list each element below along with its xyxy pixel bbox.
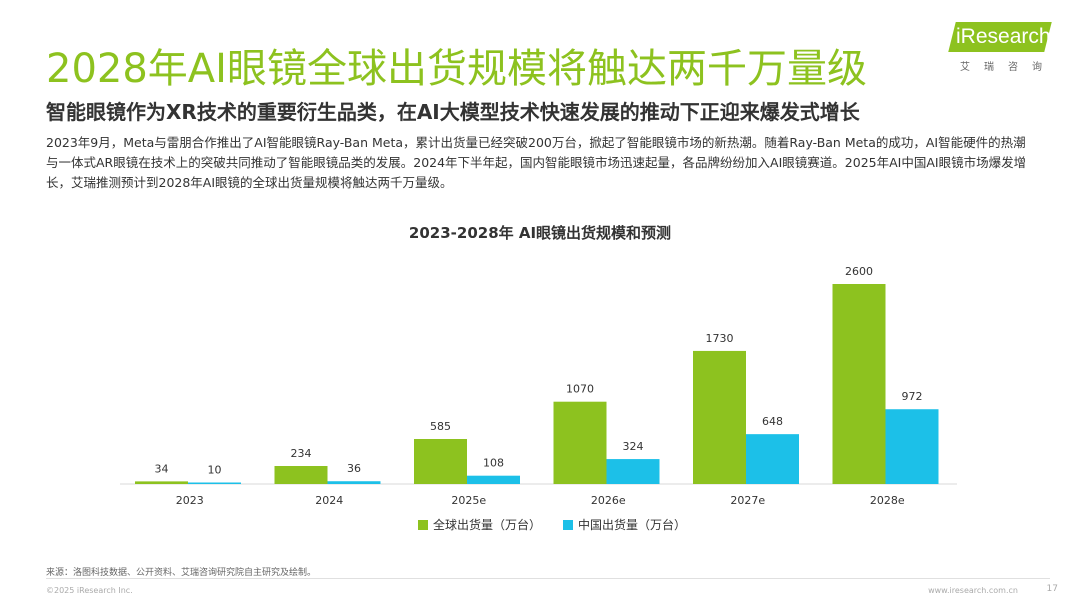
page-title: 2028年AI眼镜全球出货规模将触达两千万量级	[46, 46, 867, 92]
body-paragraph: 2023年9月，Meta与雷朋合作推出了AI智能眼镜Ray-Ban Meta，累…	[46, 135, 1027, 190]
chart-legend: 全球出货量（万台） 中国出货量（万台）	[418, 516, 686, 533]
legend-swatch-china	[563, 519, 574, 530]
x-tick-label-2026e: 2026e	[591, 494, 626, 507]
data-label-china-2026e: 324	[623, 440, 644, 453]
chart-title: 2023-2028年 AI眼镜出货规模和预测	[408, 224, 672, 242]
data-label-global-2027e: 1730	[706, 332, 734, 345]
page-subtitle: 智能眼镜作为XR技术的重要衍生品类，在AI大模型技术快速发展的推动下正迎来爆发式…	[46, 100, 860, 124]
data-label-global-2024: 234	[291, 447, 312, 460]
x-tick-label-2028e: 2028e	[870, 494, 905, 507]
legend-label-china: 中国出货量（万台）	[578, 518, 687, 532]
bar-global-2026e	[553, 401, 607, 484]
data-label-china-2024: 36	[347, 462, 361, 475]
data-label-china-2023: 10	[208, 464, 222, 477]
x-tick-label-2025e: 2025e	[451, 494, 486, 507]
bar-global-2028e	[832, 284, 886, 484]
x-tick-label-2023: 2023	[176, 494, 204, 507]
source-note: 来源：洛图科技数据、公开资料、艾瑞咨询研究院自主研究及绘制。	[46, 568, 317, 578]
data-label-global-2026e: 1070	[566, 383, 594, 396]
page-number: 17	[1046, 584, 1058, 594]
bar-china-2026e	[606, 459, 660, 484]
data-label-global-2023: 34	[155, 462, 169, 475]
data-label-china-2028e: 972	[902, 390, 923, 403]
data-label-global-2025e: 585	[430, 420, 451, 433]
footer-divider	[46, 578, 1050, 579]
bar-global-2027e	[693, 350, 746, 484]
logo-text: iResearch	[956, 25, 1051, 48]
x-tick-label-2027e: 2027e	[730, 494, 765, 507]
bar-china-2023	[188, 482, 241, 484]
data-label-china-2027e: 648	[762, 415, 783, 428]
x-tick-label-2024: 2024	[315, 494, 343, 507]
logo-subtext: 艾瑞咨询	[960, 62, 1056, 73]
bar-global-2023	[135, 481, 188, 484]
legend-item-global: 全球出货量（万台）	[418, 516, 541, 533]
bar-global-2025e	[414, 439, 467, 484]
data-label-global-2028e: 2600	[845, 265, 873, 278]
bar-china-2027e	[746, 434, 799, 484]
iresearch-logo: iResearch 艾瑞咨询	[948, 22, 1052, 74]
legend-item-china: 中国出货量（万台）	[563, 516, 686, 533]
bar-china-2024	[327, 481, 381, 484]
legend-label-global: 全球出货量（万台）	[433, 518, 542, 532]
legend-swatch-global	[418, 519, 428, 530]
copyright-text: ©2025 iResearch Inc.	[46, 586, 133, 595]
bar-china-2028e	[885, 409, 939, 484]
bar-chart: 34 10 2023 234 36 2024 585 108 2025e 1070 324 2026e…	[120, 265, 957, 507]
website-link[interactable]: www.iresearch.com.cn	[928, 586, 1018, 595]
bar-global-2024	[274, 466, 328, 484]
data-label-china-2025e: 108	[483, 457, 504, 470]
bar-china-2025e	[467, 475, 520, 484]
